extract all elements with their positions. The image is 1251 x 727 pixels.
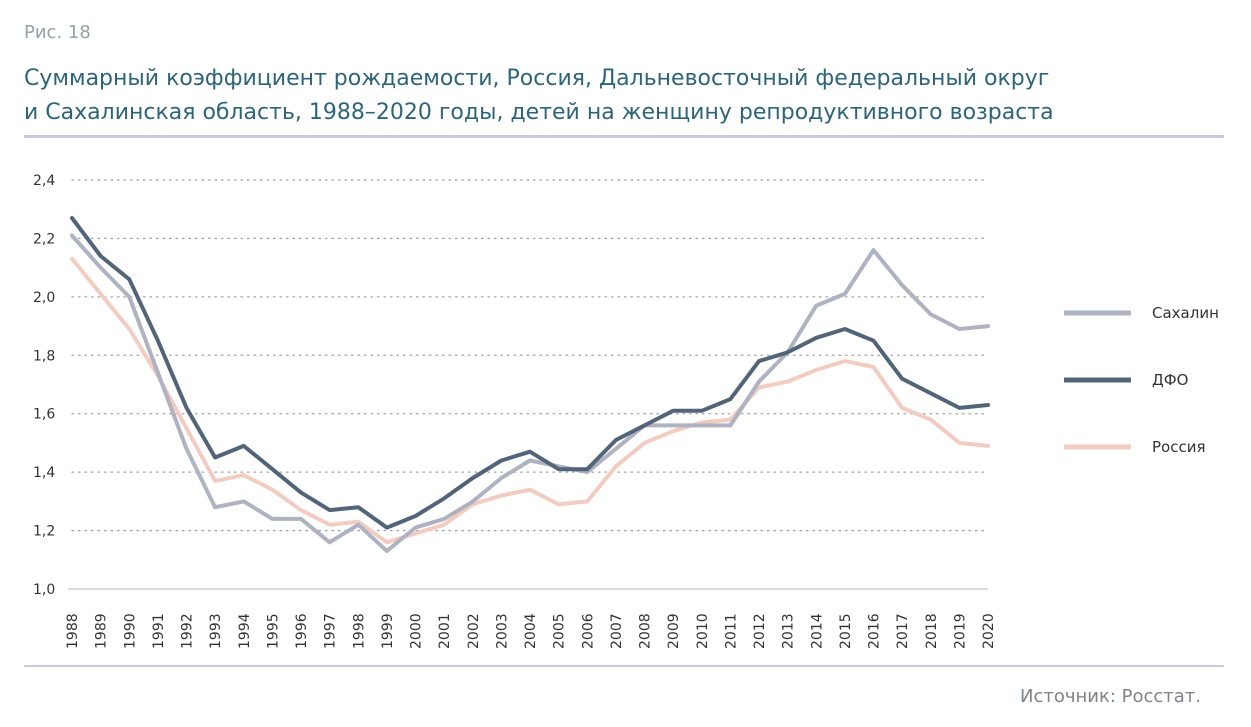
x-tick-label: 2002	[466, 613, 482, 649]
x-tick-label: 2020	[981, 613, 997, 649]
x-tick-label: 2006	[580, 613, 596, 649]
x-tick-label: 1992	[180, 613, 196, 649]
x-tick-label: 2012	[752, 613, 768, 649]
figure-label: Рис. 18	[24, 22, 91, 43]
x-tick-label: 1991	[151, 613, 167, 649]
x-tick-label: 1999	[380, 613, 396, 649]
chart-title: Суммарный коэффициент рождаемости, Росси…	[24, 62, 1224, 130]
x-tick-label: 2016	[867, 613, 883, 649]
y-tick-label: 2,4	[33, 173, 55, 189]
x-tick-label: 2009	[666, 613, 682, 649]
x-tick-label: 1993	[208, 613, 224, 649]
y-tick-label: 2,2	[33, 231, 55, 247]
y-tick-label: 2,0	[33, 290, 55, 306]
y-tick-label: 1,6	[33, 407, 55, 423]
x-tick-label: 2013	[781, 613, 797, 649]
x-tick-label: 2000	[409, 613, 425, 649]
gridlines	[68, 179, 989, 590]
x-tick-label: 1988	[65, 613, 81, 649]
legend-label: Россия	[1152, 438, 1206, 456]
x-tick-label: 2003	[494, 613, 510, 649]
x-tick-label: 2007	[609, 613, 625, 649]
x-tick-label: 1994	[237, 613, 253, 649]
top-divider	[24, 135, 1224, 138]
x-tick-label: 2015	[838, 613, 854, 649]
series-lines	[70, 216, 990, 553]
series-line-1	[70, 233, 990, 553]
x-tick-label: 1989	[94, 613, 110, 649]
x-tick-label: 1998	[351, 613, 367, 649]
series-line-3	[70, 256, 990, 545]
legend: Сахалин ДФО Россия	[1064, 304, 1219, 456]
x-tick-label: 2019	[952, 613, 968, 649]
x-tick-label: 1995	[265, 613, 281, 649]
x-tick-label: 1990	[122, 613, 138, 649]
x-tick-label: 2010	[695, 613, 711, 649]
y-axis-ticks: 1,0 1,2 1,4 1,6 1,8 2,0 2,2 2,4	[33, 173, 55, 598]
y-tick-label: 1,4	[33, 465, 55, 481]
x-axis-ticks: 1988 1989 1990 1991 1992 1993 1994 1995 1996 1997…	[65, 613, 997, 649]
y-tick-label: 1,0	[33, 582, 55, 598]
x-tick-label: 2004	[523, 613, 539, 649]
legend-label: Сахалин	[1152, 304, 1219, 322]
x-tick-label: 2017	[895, 613, 911, 649]
source-note: Источник: Росстат.	[1019, 686, 1201, 707]
y-tick-label: 1,2	[33, 524, 55, 540]
x-tick-label: 2014	[809, 613, 825, 649]
x-tick-label: 2001	[437, 613, 453, 649]
x-tick-label: 2011	[723, 613, 739, 649]
legend-label: ДФО	[1152, 371, 1188, 389]
x-tick-label: 2008	[638, 613, 654, 649]
chart-title-line2: и Сахалинская область, 1988–2020 годы, д…	[24, 100, 1054, 125]
y-tick-label: 1,8	[33, 348, 55, 364]
x-tick-label: 2018	[924, 613, 940, 649]
chart-title-line1: Суммарный коэффициент рождаемости, Росси…	[24, 66, 1050, 91]
x-tick-label: 1996	[294, 613, 310, 649]
series-line-2	[70, 216, 990, 530]
x-tick-label: 2005	[552, 613, 568, 649]
x-tick-label: 1997	[323, 613, 339, 649]
bottom-divider	[24, 665, 1224, 667]
